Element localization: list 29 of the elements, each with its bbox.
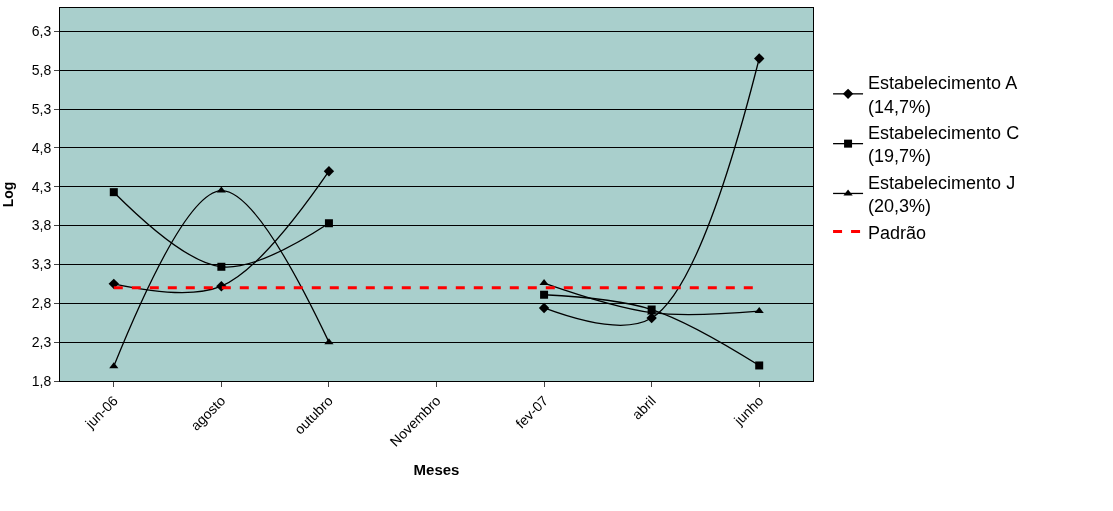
y-tick-label: 4,3 — [31, 178, 52, 195]
point — [216, 186, 226, 193]
point — [755, 361, 764, 370]
legend-label: Padrão — [868, 222, 927, 243]
legend-label: Estabelecimento J (20,3%) — [868, 172, 1016, 217]
legend-label: Estabelecimento C (19,7%) — [868, 122, 1020, 167]
point — [754, 53, 765, 64]
y-tick-label: 1,8 — [31, 372, 52, 389]
y-tick-label: 3,3 — [31, 256, 52, 273]
y-tick-label: 4,8 — [31, 139, 52, 156]
y-axis-title: Log — [0, 181, 16, 208]
point — [540, 290, 549, 299]
point — [754, 307, 764, 314]
legend-label: Estabelecimento A (14,7%) — [868, 73, 1018, 117]
x-axis-title: Meses — [413, 460, 460, 478]
point — [109, 362, 119, 369]
y-tick-label: 2,3 — [31, 334, 52, 351]
y-tick-label: 6,3 — [31, 23, 52, 40]
y-tick-label: 3,8 — [31, 217, 52, 234]
point — [323, 165, 335, 177]
point — [539, 279, 549, 286]
point — [108, 278, 119, 290]
point — [324, 219, 333, 228]
point — [109, 188, 118, 197]
point — [217, 262, 226, 271]
y-tick-label: 5,3 — [31, 100, 52, 117]
point — [538, 302, 550, 314]
y-tick-label: 5,8 — [31, 62, 52, 79]
y-tick-label: 2,8 — [31, 295, 52, 312]
